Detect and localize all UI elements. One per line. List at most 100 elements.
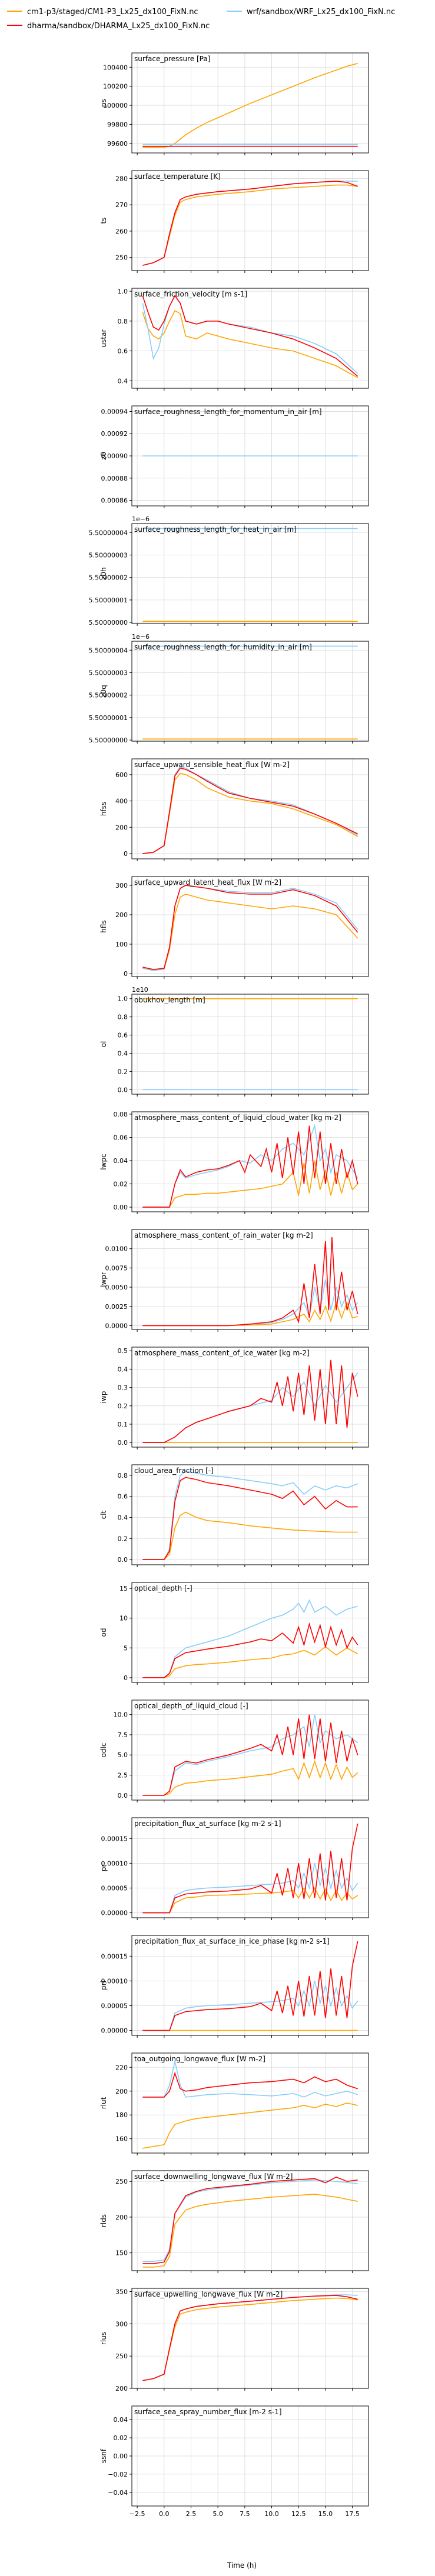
plot-frame <box>131 876 369 977</box>
panel-rlds: 150 200 250 rlds surface_downwelling_longwav… <box>99 2170 369 2273</box>
y-tick-label: 100200 <box>103 83 128 91</box>
y-tick-label: 0.00 <box>114 1204 128 1211</box>
y-tick-label: 100000 <box>103 102 128 109</box>
y-tick-label: −0.02 <box>108 2471 128 2478</box>
panel-title: surface_upward_latent_heat_flux [W m-2] <box>134 878 281 887</box>
plot-frame <box>131 52 369 154</box>
panel-title: atmosphere_mass_content_of_ice_water [kg… <box>134 1349 310 1357</box>
y-tick-label: 0.00000 <box>101 2027 128 2035</box>
x-tick-label: 7.5 <box>240 2510 250 2518</box>
series-line-dharma <box>142 1823 358 1914</box>
x-tick-label: 5.0 <box>212 2510 223 2518</box>
panel-ps: 99600 99800 100000 100200 100400 ps surface_pr… <box>99 52 369 155</box>
y-tick-label: 15 <box>119 1585 128 1592</box>
y-tick-label: 99600 <box>107 140 128 148</box>
y-axis-label: z0 <box>99 452 108 460</box>
series-line-cm1 <box>142 2194 358 2268</box>
y-tick-label: 0.04 <box>114 1157 128 1165</box>
y-tick-label: 0.00094 <box>101 408 128 415</box>
plot-frame <box>131 1935 369 2036</box>
panel-title: surface_sea_spray_number_flux [m-2 s-1] <box>134 2408 282 2416</box>
series-line-dharma <box>142 295 358 377</box>
panel-hfss: 0 200 400 600 hfss surface_upward_sensible_he… <box>99 758 369 861</box>
y-tick-label: 0.6 <box>118 1493 128 1501</box>
series-line-wrf <box>142 2179 358 2262</box>
legend: cm1-p3/staged/CM1-P3_Lx25_dx100_FixN.nc … <box>7 8 395 31</box>
panel-ustar: 0.4 0.6 0.8 1.0 ustar surface_friction_veloci… <box>99 288 369 391</box>
y-tick-label: 150 <box>115 2250 128 2257</box>
x-tick-label: 15.0 <box>318 2510 333 2518</box>
y-tick-label: 1.0 <box>118 995 128 1003</box>
y-tick-label: 0.4 <box>118 1049 128 1057</box>
y-tick-label: 1.0 <box>118 288 128 295</box>
y-tick-label: 5.50000003 <box>89 551 128 559</box>
plot-frame <box>131 288 369 389</box>
series-line-wrf <box>142 1981 358 2031</box>
y-tick-label: 250 <box>115 2178 128 2185</box>
y-axis-label: hfls <box>99 920 108 932</box>
y-tick-label: 0.2 <box>118 1535 128 1542</box>
y-offset-label: 1e−6 <box>132 515 150 523</box>
y-tick-label: 5.50000001 <box>89 714 128 722</box>
series-line-dharma <box>142 1125 358 1208</box>
x-tick-label: 17.5 <box>345 2510 360 2518</box>
y-tick-label: 0.00015 <box>101 1835 128 1842</box>
panel-title: surface_pressure [Pa] <box>134 55 210 63</box>
y-axis-label: pri <box>99 1981 108 1990</box>
y-tick-label: 0.00 <box>114 2452 128 2460</box>
y-tick-label: 0.8 <box>118 1472 128 1479</box>
y-tick-label: 7.5 <box>118 1731 128 1739</box>
plot-frame <box>131 1582 369 1683</box>
panel-odlc: 0.0 2.5 5.0 7.5 10.0 odlc optical_depth_of_liq… <box>99 1699 369 1802</box>
y-tick-label: 220 <box>115 2064 128 2071</box>
y-tick-label: 400 <box>115 798 128 805</box>
y-tick-label: 0.02 <box>114 1181 128 1188</box>
series-line-dharma <box>142 2295 358 2381</box>
y-tick-label: 0.4 <box>118 1365 128 1373</box>
panel-title: surface_upwelling_longwave_flux [W m-2] <box>134 2290 283 2298</box>
y-tick-label: 0.0 <box>118 1792 128 1799</box>
series-line-dharma <box>142 767 358 854</box>
y-axis-label: lwpc <box>99 1154 108 1169</box>
y-tick-label: 0.3 <box>118 1384 128 1392</box>
y-tick-label: 0.00015 <box>101 1952 128 1960</box>
panel-pr: 0.00000 0.00005 0.00010 0.00015 pr precipitat… <box>99 1817 369 1920</box>
panel-ts: 250 260 270 280 ts surface_temperature [K] <box>99 170 369 273</box>
plot-frame <box>131 758 369 859</box>
series-line-wrf <box>142 1863 358 1914</box>
y-tick-label: 0 <box>124 1674 128 1682</box>
y-tick-label: 300 <box>115 2320 128 2328</box>
series-line-wrf <box>142 1124 358 1208</box>
y-tick-label: 0.0 <box>118 1556 128 1564</box>
y-tick-label: 180 <box>115 2111 128 2119</box>
panel-rlus: 200 250 300 350 rlus surface_upwelling_longwa… <box>99 2288 369 2392</box>
panel-clt: 0.0 0.2 0.4 0.6 0.8 clt cloud_area_fraction [-… <box>99 1464 369 1567</box>
x-tick-label: 10.0 <box>264 2510 279 2518</box>
series-line-wrf <box>142 1714 358 1796</box>
panel-ol: 0.0 0.2 0.4 0.6 0.8 1.0 1e10 ol obukhov_length [… <box>99 986 369 1097</box>
panel-lwpr: 0.0000 0.0025 0.0050 0.0075 0.0100 lwpr atmosp… <box>99 1229 369 1332</box>
y-tick-label: 0.00010 <box>101 1859 128 1867</box>
y-tick-label: 200 <box>115 911 128 919</box>
legend-label-dharma: dharma/sandbox/DHARMA_Lx25_dx100_FixN.nc <box>27 22 210 31</box>
y-tick-label: 0.0050 <box>105 1284 128 1291</box>
series-line-cm1 <box>142 1511 358 1560</box>
y-tick-label: 10 <box>119 1615 128 1622</box>
series-line-dharma <box>142 1359 358 1443</box>
panel-z0: 0.00086 0.00088 0.00090 0.00092 0.00094 z0 sur… <box>99 405 369 508</box>
y-tick-label: 0.0 <box>118 1086 128 1094</box>
panel-iwp: 0.0 0.1 0.2 0.3 0.4 0.5 iwp atmosphere_mass_con… <box>99 1347 369 1449</box>
panel-lwpc: 0.00 0.02 0.04 0.06 0.08 lwpc atmosphere_mass_… <box>99 1111 369 1214</box>
y-tick-label: 99800 <box>107 121 128 128</box>
plot-frame <box>131 2170 369 2271</box>
y-tick-label: 0.0000 <box>105 1322 128 1329</box>
panel-title: cloud_area_fraction [-] <box>134 1467 214 1475</box>
series-line-wrf <box>142 2061 358 2098</box>
y-tick-label: 0 <box>124 850 128 858</box>
y-tick-label: 100 <box>115 941 128 948</box>
y-tick-label: 0.00088 <box>101 475 128 482</box>
series-line-dharma <box>142 181 358 266</box>
y-tick-label: 300 <box>115 882 128 889</box>
y-tick-label: 5.50000001 <box>89 596 128 604</box>
panel-title: optical_depth [-] <box>134 1584 192 1592</box>
